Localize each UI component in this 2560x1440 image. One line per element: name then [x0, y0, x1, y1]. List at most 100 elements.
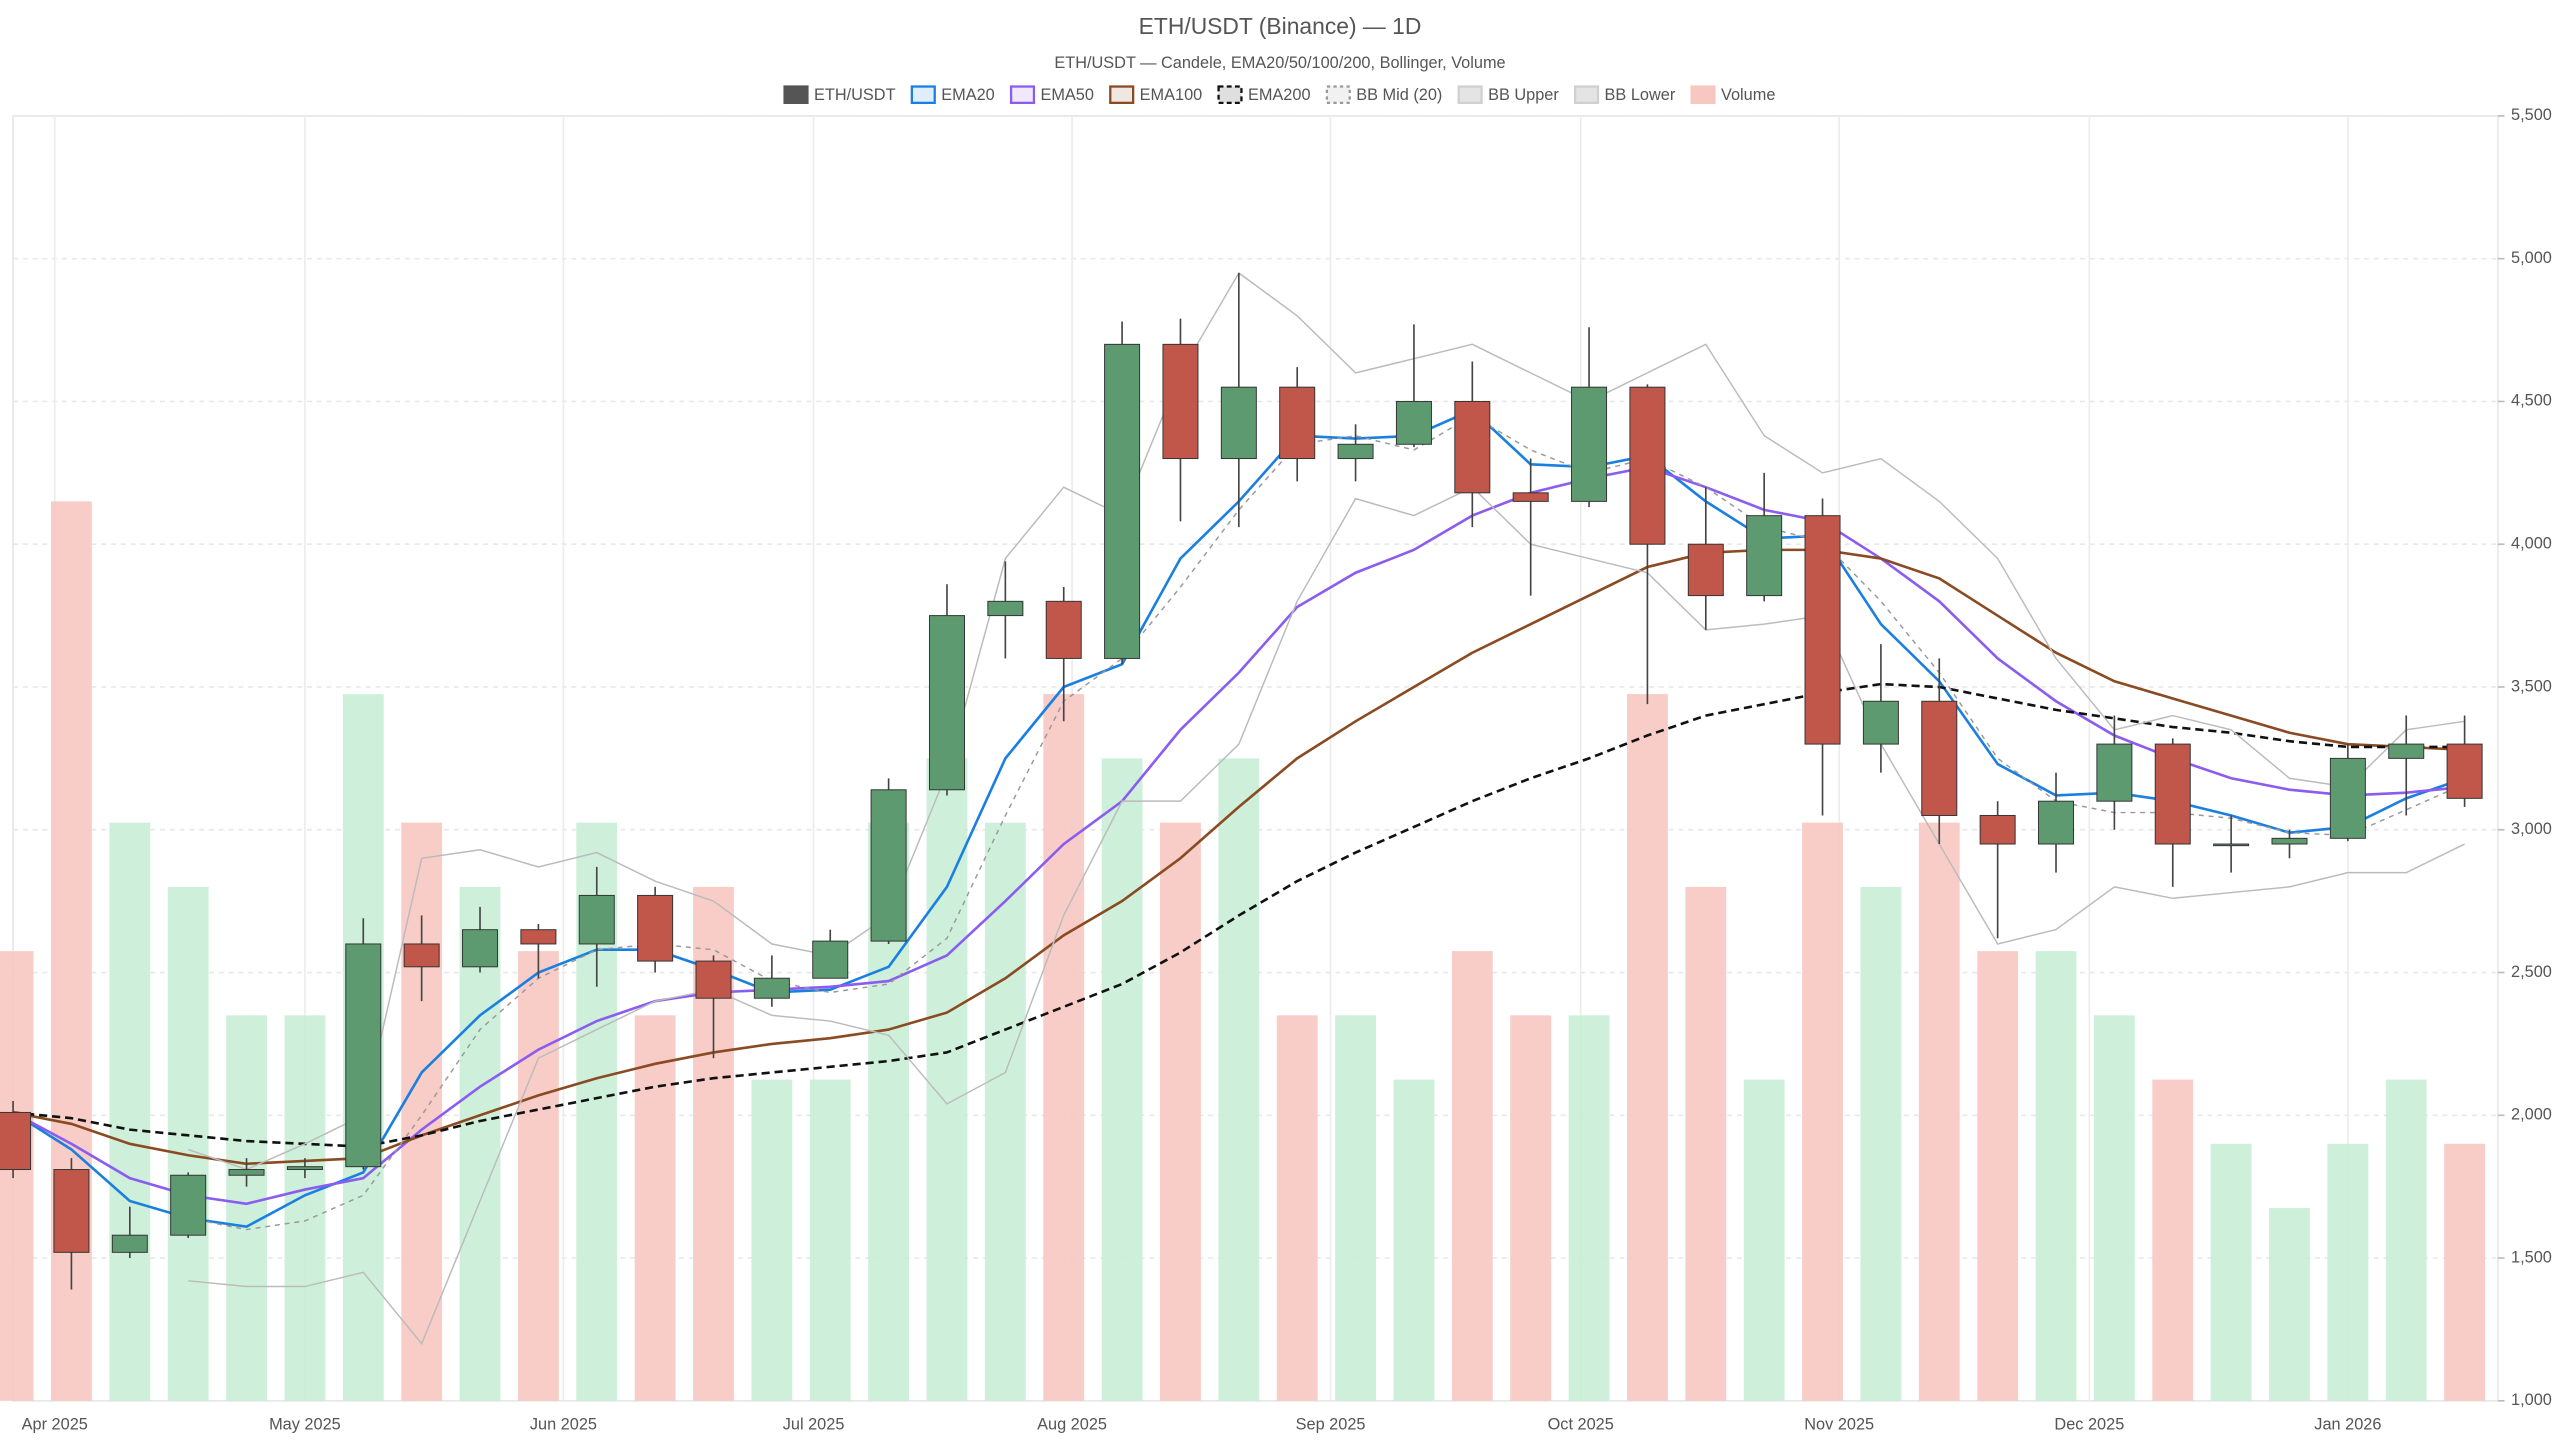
candle-body	[53, 1169, 90, 1253]
volume-bar	[1685, 886, 1727, 1401]
candle-body	[2271, 837, 2308, 845]
candle-body	[111, 1234, 148, 1253]
candle-body	[1629, 386, 1666, 545]
candle-body	[520, 929, 557, 945]
volume-bar	[2385, 1079, 2427, 1401]
candle-body	[228, 1169, 265, 1176]
candle-body	[1687, 543, 1724, 597]
x-tick-label: Jun 2025	[530, 1416, 597, 1434]
candle-body	[1395, 400, 1432, 445]
candle-body	[462, 929, 499, 968]
candle-body	[2388, 743, 2425, 759]
legend-label: BB Mid (20)	[1356, 86, 1442, 104]
y-tick-label: 2,500	[2511, 963, 2552, 981]
x-tick-label: Nov 2025	[1804, 1416, 1874, 1434]
x-tick-label: Aug 2025	[1037, 1416, 1107, 1434]
candle-body	[2038, 800, 2075, 845]
volume-bar	[751, 1079, 793, 1401]
volume-bar	[284, 1015, 326, 1401]
candle-body	[1921, 700, 1958, 816]
candle-body	[812, 940, 849, 979]
line-series	[12, 465, 2465, 1206]
candle-body	[345, 943, 382, 1168]
candle-body	[1454, 400, 1491, 494]
candle-body	[637, 894, 674, 962]
candle-body	[1104, 343, 1141, 659]
legend-label: BB Upper	[1488, 86, 1559, 104]
candle-body	[1979, 814, 2016, 845]
volume-bar	[1510, 1015, 1552, 1401]
volume-bar	[2269, 1208, 2310, 1401]
legend-label: EMA200	[1248, 86, 1311, 104]
volume-bar	[167, 886, 209, 1401]
volume-bar	[634, 1015, 676, 1401]
candle-body	[403, 943, 440, 968]
volume-bar	[1101, 758, 1143, 1401]
candle-body	[1220, 386, 1257, 460]
legend-swatch	[1009, 85, 1036, 104]
line-series	[188, 414, 2465, 1231]
volume-bar	[984, 822, 1026, 1401]
x-tick-label: Jul 2025	[783, 1416, 845, 1434]
volume-bar	[2093, 1015, 2135, 1401]
candle-body	[1337, 443, 1374, 460]
volume-bar	[1568, 1015, 1610, 1401]
chart-subtitle: ETH/USDT — Candele, EMA20/50/100/200, Bo…	[1054, 54, 1505, 72]
candle-body	[1162, 343, 1199, 460]
y-tick-label: 5,500	[2511, 106, 2552, 124]
volume-bar	[1335, 1015, 1377, 1401]
y-tick-label: 1,500	[2511, 1248, 2552, 1266]
volume-bar	[2444, 1143, 2486, 1401]
legend-label: Volume	[1721, 86, 1775, 104]
candle-body	[1862, 700, 1899, 745]
legend-label: EMA100	[1140, 86, 1203, 104]
volume-bar	[1451, 951, 1493, 1401]
volume-bar	[226, 1015, 267, 1401]
candle-body	[2446, 743, 2483, 799]
legend-label: EMA20	[941, 86, 994, 104]
candle-body	[286, 1166, 323, 1171]
candle-body	[2329, 757, 2366, 839]
x-tick-label: May 2025	[269, 1416, 341, 1434]
candle-body	[2154, 743, 2191, 845]
candle-body	[1804, 515, 1841, 745]
line-series	[12, 682, 2465, 1148]
x-tick-label: Jan 2026	[2314, 1416, 2381, 1434]
legend-swatch	[1457, 85, 1483, 104]
candle-body	[0, 1111, 32, 1171]
volume-bar	[2210, 1143, 2252, 1401]
y-tick-label: 4,500	[2511, 392, 2552, 410]
volume-bar	[809, 1079, 851, 1401]
legend: ETH/USDT EMA20 EMA50 EMA100 EMA200 BB Mid (20…	[783, 85, 1775, 104]
candle-body	[170, 1174, 207, 1236]
volume-bar	[2035, 951, 2077, 1401]
volume-bar	[2327, 1143, 2369, 1401]
x-tick-label: Dec 2025	[2054, 1416, 2124, 1434]
candle-body	[1512, 492, 1549, 502]
candle-body	[1279, 386, 1316, 460]
candle-body	[1746, 515, 1783, 597]
legend-label: ETH/USDT	[814, 86, 896, 104]
y-tick-label: 1,000	[2511, 1391, 2552, 1409]
y-tick-label: 5,000	[2511, 249, 2552, 267]
candle-body	[1045, 600, 1082, 659]
volume-bar	[1626, 694, 1668, 1401]
legend-swatch	[1217, 85, 1243, 104]
volume-bar	[1043, 694, 1085, 1401]
chart-title: ETH/USDT (Binance) — 1D	[1139, 13, 1422, 39]
volume-bar	[1802, 822, 1843, 1401]
legend-swatch	[1325, 85, 1351, 104]
legend-swatch	[910, 85, 936, 104]
legend-swatch	[1690, 85, 1716, 104]
candle-body	[753, 977, 790, 999]
volume-bar	[109, 822, 151, 1401]
legend-swatch	[783, 85, 809, 104]
volume-bar	[1218, 758, 1260, 1401]
volume-bar	[0, 951, 34, 1401]
x-tick-label: Oct 2025	[1548, 1416, 1614, 1434]
volume-bar	[1276, 1015, 1318, 1401]
volume-bar	[1743, 1079, 1785, 1401]
candle-body	[870, 789, 907, 942]
y-tick-label: 3,000	[2511, 820, 2552, 838]
